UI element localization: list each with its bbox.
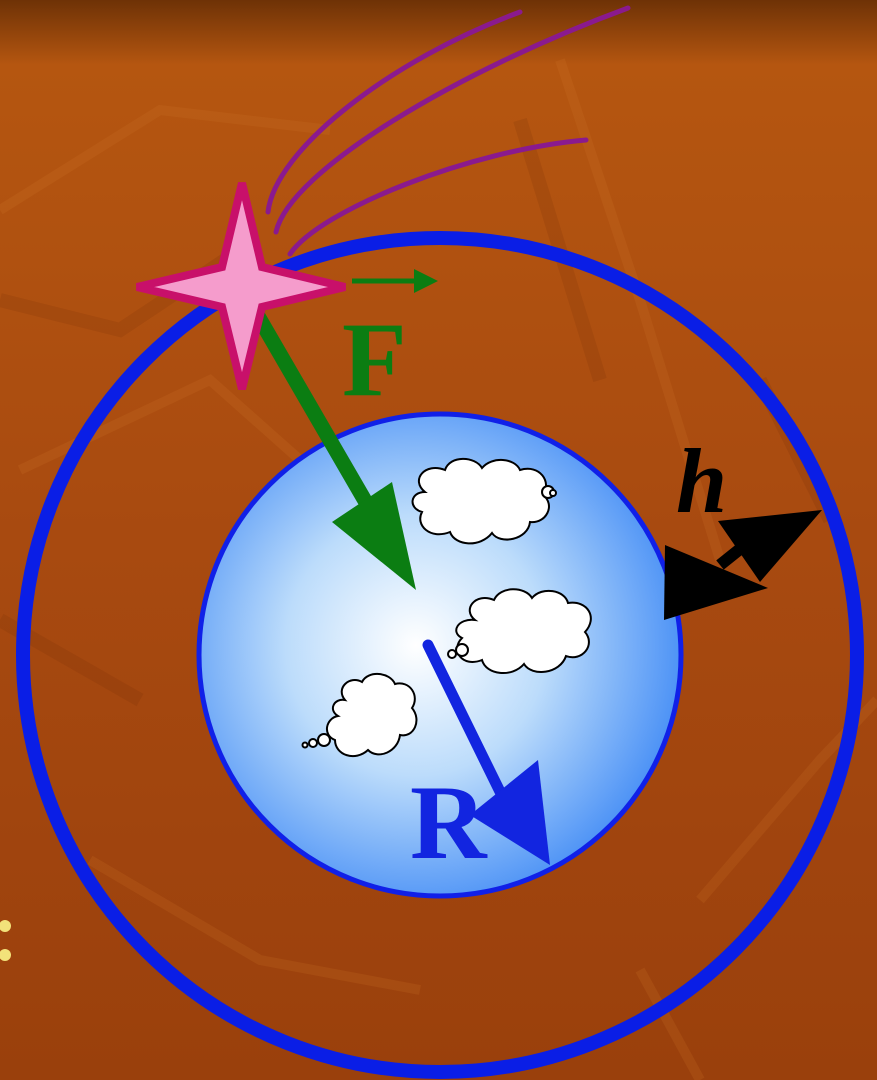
height-label: h [676, 430, 727, 532]
cloud-icon [301, 673, 418, 758]
radius-arrow [422, 639, 550, 865]
satellite-star-icon [136, 182, 346, 390]
cloud-icon [447, 588, 592, 674]
force-label-group: F [342, 269, 438, 418]
orbit-circle [16, 231, 864, 1079]
bullet-dot [0, 920, 11, 932]
planet [196, 411, 684, 899]
cloud-icon [411, 457, 557, 545]
satellite-trail [265, 5, 631, 257]
force-arrow [232, 277, 416, 590]
height-arrow [664, 510, 822, 620]
radius-label: R [410, 764, 488, 881]
force-label: F [342, 301, 407, 418]
bullet-dot [0, 949, 11, 961]
